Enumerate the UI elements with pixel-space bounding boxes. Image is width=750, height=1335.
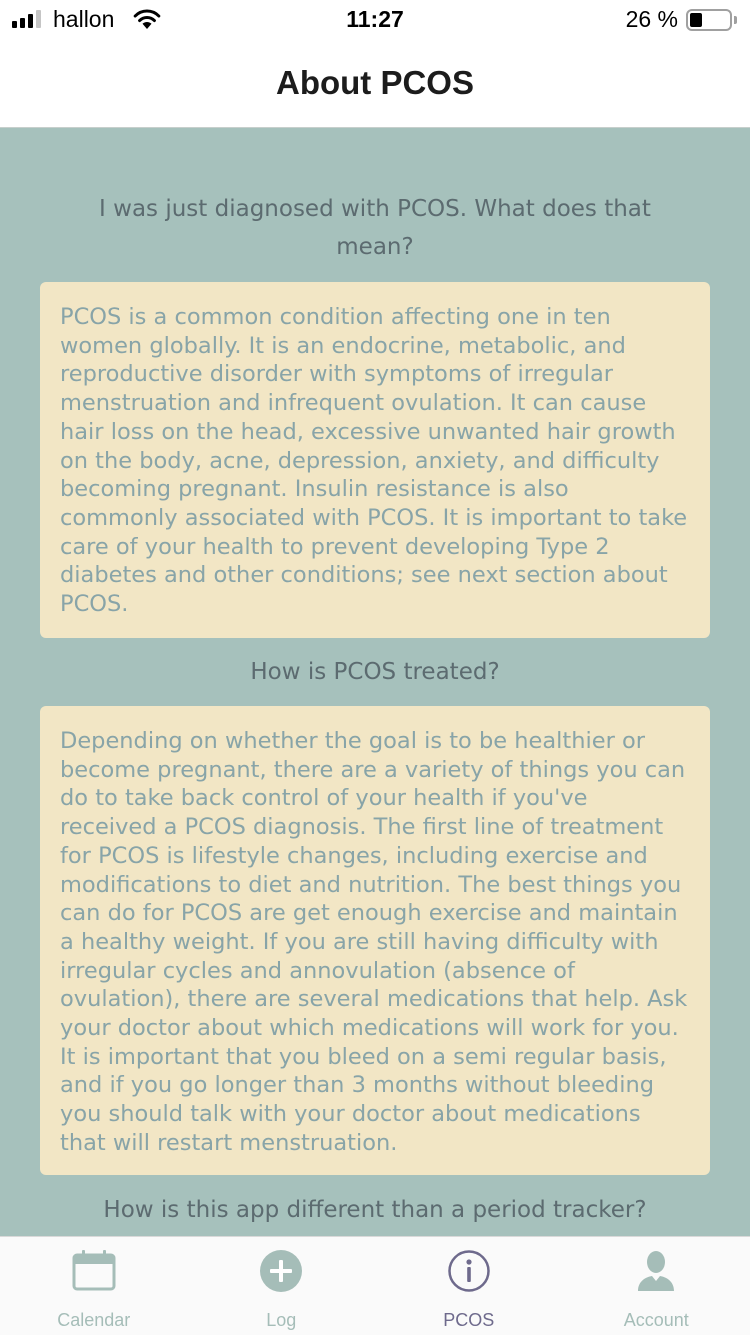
section-question: How is PCOS treated? [60,653,690,691]
content-scroll-area[interactable]: I was just diagnosed with PCOS. What doe… [0,128,750,1236]
page-title: About PCOS [0,64,750,102]
navigation-header: About PCOS [0,40,750,128]
battery-tip [734,16,737,24]
battery-level-fill [690,13,702,27]
plus-circle-icon [259,1249,303,1293]
tab-log[interactable]: Log [188,1237,376,1335]
battery-percentage: 26 % [626,6,678,33]
section-question: How is this app different than a period … [60,1191,690,1229]
tab-label: Log [188,1310,376,1331]
tab-pcos[interactable]: PCOS [375,1237,563,1335]
battery-icon [686,9,732,31]
person-icon [634,1249,678,1293]
tab-calendar[interactable]: Calendar [0,1237,188,1335]
tab-label: PCOS [375,1310,563,1331]
info-icon [447,1249,491,1293]
calendar-icon [72,1249,116,1293]
answer-card: Depending on whether the goal is to be h… [40,706,710,1175]
tab-label: Calendar [0,1310,188,1331]
section-question: I was just diagnosed with PCOS. What doe… [60,190,690,266]
tab-bar: Calendar Log PCOS Account [0,1236,750,1335]
status-bar: hallon 11:27 26 % [0,0,750,40]
answer-card: PCOS is a common condition affecting one… [40,282,710,638]
tab-label: Account [563,1310,750,1331]
tab-account[interactable]: Account [563,1237,750,1335]
